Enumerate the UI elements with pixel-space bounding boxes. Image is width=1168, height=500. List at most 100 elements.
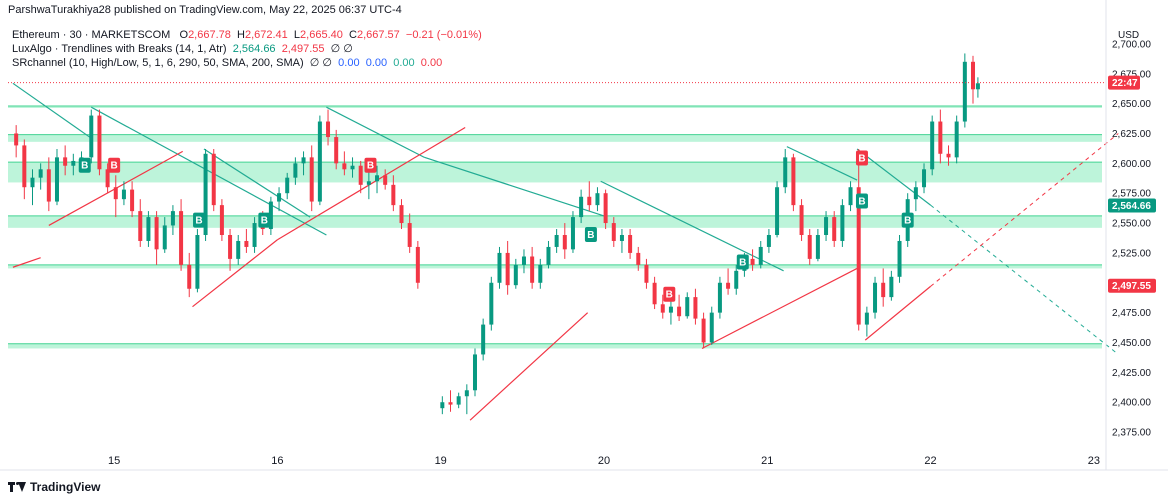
- break-badge-label: B: [261, 216, 268, 227]
- candle-body: [154, 217, 159, 250]
- candle-body: [481, 324, 486, 355]
- candle-body: [228, 235, 233, 259]
- time-tick-label: 16: [271, 455, 283, 467]
- sr-zone: [8, 162, 1102, 183]
- publisher-text: ParshwaTurakhiya28 published on TradingV…: [8, 4, 402, 16]
- candle-body: [162, 225, 167, 250]
- candle-body: [652, 282, 657, 305]
- price-tick-label: 2,600.00: [1112, 159, 1151, 170]
- tradingview-footer[interactable]: TradingView: [8, 480, 100, 494]
- candle-body: [636, 252, 641, 265]
- sr-zone: [8, 264, 1102, 269]
- candle-body: [922, 169, 927, 188]
- candle-body: [30, 177, 35, 188]
- candle-body: [954, 121, 959, 158]
- time-axis[interactable]: 15 16 19 20 21 22 23: [0, 455, 1168, 471]
- break-badge: [193, 212, 206, 228]
- candle-body: [660, 304, 665, 313]
- candle-body: [170, 211, 175, 226]
- current-time-marker: 22:47: [1112, 78, 1138, 89]
- candle-body: [301, 157, 306, 164]
- indicator-srchannel-value-3: 0.00: [393, 57, 415, 69]
- break-badge: [663, 286, 676, 302]
- current-time-marker-bg: [1108, 75, 1140, 90]
- candle-body: [603, 193, 608, 224]
- price-axis[interactable]: USD 2,375.00 2,400.00 2,425.00 2,450.00 2,47…: [1105, 0, 1151, 470]
- candle-body: [89, 115, 94, 158]
- candle-body: [513, 264, 518, 286]
- candle-body: [309, 157, 314, 202]
- break-badge: [108, 157, 121, 173]
- candles: [14, 53, 980, 415]
- legend-change: −0.21 (−0.01%): [405, 29, 482, 41]
- break-badge: [855, 150, 868, 166]
- legend-c-label: C: [349, 29, 357, 41]
- trendline-down: [424, 156, 605, 217]
- indicator-luxalgo-value-1: 2,564.66: [232, 43, 276, 55]
- candle-body: [677, 306, 682, 317]
- break-badge-label: B: [904, 216, 911, 227]
- trendline-up: [469, 312, 589, 421]
- candle-body: [472, 354, 477, 391]
- break-badge-label: B: [858, 197, 865, 208]
- price-marker-green: 2,564.66: [1112, 201, 1151, 212]
- indicator-srchannel-name: SRchannel (10, High/Low, 5, 1, 6, 290, 5…: [12, 57, 304, 69]
- candle-body: [187, 264, 192, 289]
- trendline-down: [786, 146, 858, 181]
- legend-symbol: Ethereum · 30 · MARKETSCOM: [12, 29, 171, 41]
- candle-body: [489, 282, 494, 325]
- candle-body: [962, 61, 967, 122]
- trendline-up: [864, 285, 931, 341]
- break-badge: [78, 157, 91, 173]
- sr-zone: [8, 134, 1102, 142]
- candle-body: [277, 193, 282, 202]
- break-badge: [901, 212, 914, 228]
- trendline-up: [277, 126, 466, 241]
- legend-indicator-srchannel[interactable]: SRchannel (10, High/Low, 5, 1, 6, 290, 5…: [12, 56, 482, 70]
- candle-body: [521, 256, 526, 265]
- candle-body: [864, 312, 869, 325]
- break-badge: [584, 227, 597, 242]
- candle-body: [685, 297, 690, 317]
- break-badge: [258, 212, 271, 228]
- legend-indicator-luxalgo[interactable]: LuxAlgo · Trendlines with Breaks (14, 1,…: [12, 42, 482, 56]
- candle-body: [587, 196, 592, 206]
- candle-body: [350, 165, 355, 170]
- candle-body: [383, 175, 388, 185]
- break-badges: B B B B B B B B B B B: [78, 150, 914, 302]
- trendline-down: [12, 82, 90, 138]
- candle-body: [252, 223, 257, 247]
- trendline-up: [701, 267, 858, 350]
- price-tick-label: 2,675.00: [1112, 69, 1151, 80]
- trendline-down: [326, 106, 425, 158]
- candle-body: [505, 252, 510, 286]
- break-badge-label: B: [666, 290, 673, 301]
- time-tick-label: 15: [108, 455, 120, 467]
- candle-body: [334, 137, 339, 164]
- price-marker-green-bg: [1108, 198, 1156, 213]
- break-badge-label: B: [195, 216, 202, 227]
- candle-body: [766, 235, 771, 247]
- price-tick-label: 2,450.00: [1112, 338, 1151, 349]
- candle-body: [897, 240, 902, 277]
- candle-body: [38, 169, 43, 178]
- candle-body: [758, 246, 763, 265]
- candle-body: [554, 235, 559, 247]
- time-tick-label: 20: [598, 455, 610, 467]
- candle-body: [293, 163, 298, 178]
- candle-body: [464, 390, 469, 397]
- candle-body: [285, 177, 290, 194]
- trendline-down: [856, 148, 931, 206]
- candle-body: [113, 187, 118, 200]
- sr-zone: [8, 215, 1102, 228]
- indicator-srchannel-na: ∅ ∅: [309, 57, 333, 69]
- legend-symbol-row[interactable]: Ethereum · 30 · MARKETSCOM O2,667.78 H2,…: [12, 28, 482, 42]
- candle-body: [570, 217, 575, 250]
- price-marker-red: 2,497.55: [1112, 281, 1151, 292]
- candle-body: [783, 157, 788, 188]
- legend-h-value: 2,672.41: [244, 29, 288, 41]
- candle-body: [375, 175, 380, 182]
- candle-body: [840, 205, 845, 241]
- legend-o-label: O: [179, 29, 189, 41]
